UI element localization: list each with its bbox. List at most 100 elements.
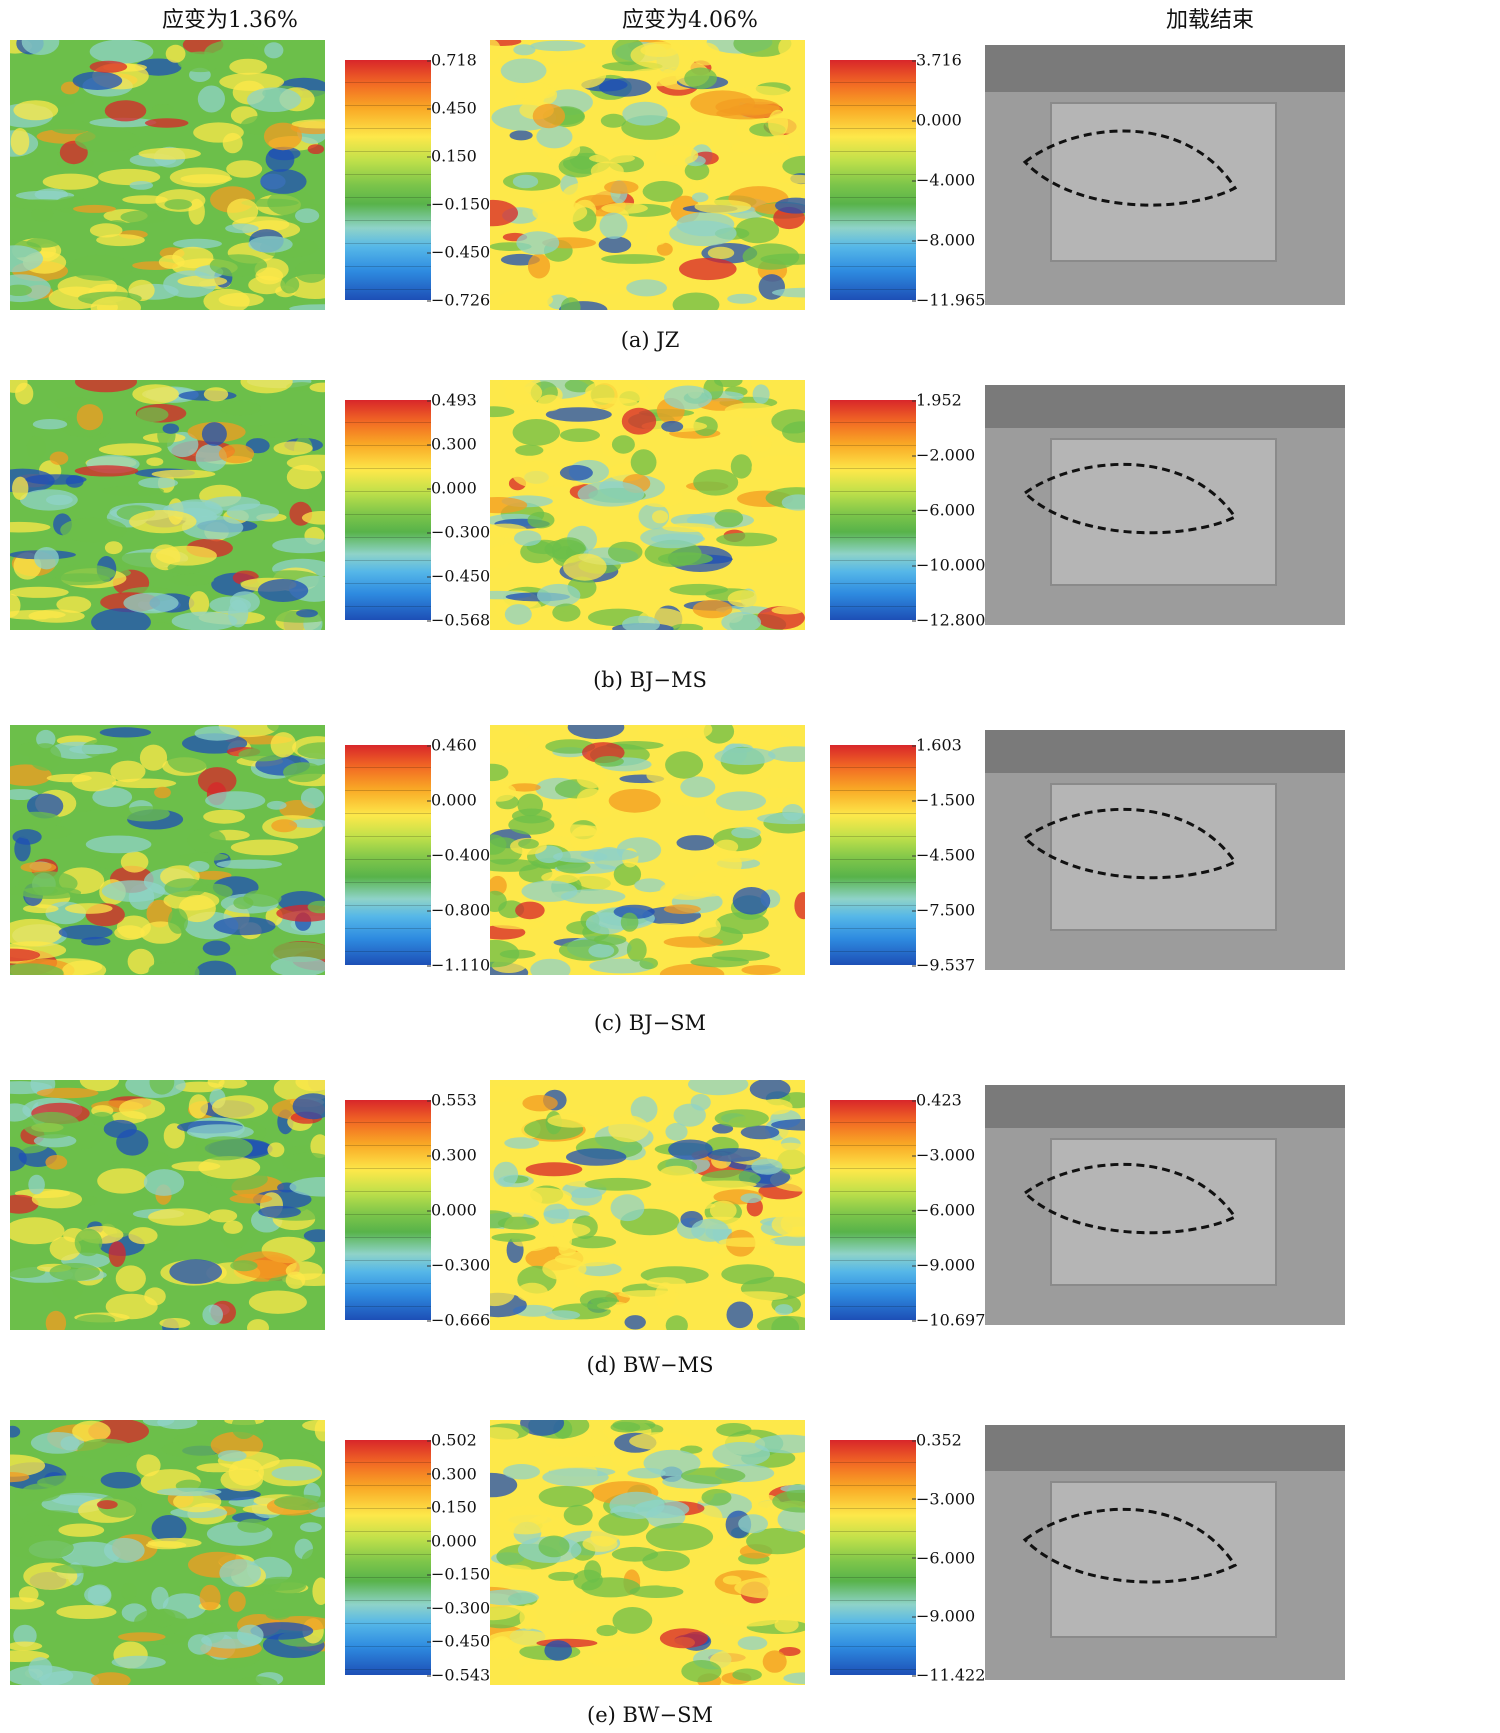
colorbar-tick-label: −9.000 [911, 1606, 976, 1626]
colorbar-1-36: 0.553 0.300 0.000 −0.300 −0.666 [345, 1091, 495, 1330]
specimen-photo [985, 1085, 1345, 1325]
colorbar-tick-label: −0.450 [426, 1631, 491, 1651]
specimen-body [1049, 1481, 1277, 1639]
colorbar-tick-label: −0.300 [426, 522, 491, 542]
strain-map-4-06 [490, 380, 805, 630]
colorbar-gradient [830, 745, 916, 965]
colorbar-tick-label: −0.726 [426, 290, 491, 310]
colorbar-tick-label: −0.150 [426, 1564, 491, 1584]
damage-outline [1022, 129, 1238, 207]
colorbar-tick-label: 0.502 [427, 1430, 477, 1450]
colorbar-tick-label: −0.450 [426, 566, 491, 586]
colorbar-tick-label: −9.537 [911, 955, 976, 975]
colorbar-tick-label: −0.300 [426, 1255, 491, 1275]
colorbar-gradient [345, 1440, 431, 1675]
colorbar-tick-label: −6.000 [911, 1200, 976, 1220]
colorbar-tick-label: 0.300 [427, 1464, 477, 1484]
row-caption: (d) BW−MS [586, 1353, 714, 1377]
colorbar-tick-label: −1.110 [426, 955, 491, 975]
colorbar-tick-label: −8.000 [911, 230, 976, 250]
colorbar-tick-label: 0.352 [912, 1430, 962, 1450]
loading-plate [985, 730, 1345, 774]
colorbar-tick-label: −0.568 [426, 610, 491, 630]
specimen-body [1049, 1137, 1277, 1286]
colorbar-gradient [830, 1440, 916, 1675]
strain-map-1-36 [10, 725, 325, 975]
colorbar-1-36: 0.718 0.450 0.150 −0.150 −0.450 −0.726 [345, 51, 495, 310]
colorbar-tick-label: 0.150 [427, 146, 477, 166]
colorbar-4-06: 3.716 0.000 −4.000 −8.000 −11.965 [830, 51, 985, 310]
colorbar-tick-label: −0.150 [426, 194, 491, 214]
colorbar-tick-label: −0.300 [426, 1598, 491, 1618]
colorbar-tick-label: 0.150 [427, 1497, 477, 1517]
strain-map-1-36 [10, 1420, 325, 1685]
colorbar-gradient [345, 400, 431, 620]
colorbar-gradient [830, 60, 916, 300]
colorbar-tick-label: 0.460 [427, 735, 477, 755]
colorbar-tick-label: 0.300 [427, 434, 477, 454]
colorbar-tick-label: −11.965 [911, 290, 986, 310]
colorbar-tick-label: 3.716 [912, 50, 962, 70]
damage-outline [1022, 462, 1238, 535]
colorbar-4-06: 0.352 −3.000 −6.000 −9.000 −11.422 [830, 1431, 985, 1685]
specimen-body [1049, 437, 1277, 586]
colorbar-tick-label: −0.450 [426, 242, 491, 262]
loading-plate [985, 45, 1345, 92]
colorbar-gradient [345, 60, 431, 300]
colorbar-tick-label: 0.450 [427, 98, 477, 118]
colorbar-tick-label: −0.666 [426, 1310, 491, 1330]
damage-outline [1022, 1507, 1238, 1584]
strain-map-4-06 [490, 1080, 805, 1330]
specimen-body [1049, 102, 1277, 263]
colorbar-tick-label: 0.300 [427, 1145, 477, 1165]
specimen-photo [985, 45, 1345, 305]
strain-map-4-06 [490, 1420, 805, 1685]
colorbar-gradient [830, 400, 916, 620]
colorbar-tick-label: −4.000 [911, 170, 976, 190]
colorbar-tick-label: −4.500 [911, 845, 976, 865]
loading-plate [985, 1085, 1345, 1129]
column-header-strain-1: 应变为1.36% [162, 8, 298, 33]
colorbar-tick-label: 0.000 [912, 110, 962, 130]
colorbar-tick-label: 0.493 [427, 390, 477, 410]
colorbar-1-36: 0.502 0.300 0.150 0.000 −0.150 −0.300 −0.450 −0… [345, 1431, 495, 1685]
colorbar-1-36: 0.460 0.000 −0.400 −0.800 −1.110 [345, 736, 495, 975]
colorbar-4-06: 1.603 −1.500 −4.500 −7.500 −9.537 [830, 736, 980, 975]
colorbar-tick-label: 0.000 [427, 790, 477, 810]
colorbar-tick-label: −12.800 [911, 610, 986, 630]
colorbar-tick-label: 1.603 [912, 735, 962, 755]
damage-outline [1022, 807, 1238, 880]
strain-map-4-06 [490, 725, 805, 975]
colorbar-tick-label: −6.000 [911, 500, 976, 520]
colorbar-tick-label: −2.000 [911, 445, 976, 465]
colorbar-gradient [830, 1100, 916, 1320]
colorbar-tick-label: −3.000 [911, 1489, 976, 1509]
colorbar-tick-label: 1.952 [912, 390, 962, 410]
damage-outline [1022, 1162, 1238, 1235]
row-caption: (c) BJ−SM [593, 1011, 707, 1035]
colorbar-tick-label: 0.718 [427, 50, 477, 70]
strain-map-1-36 [10, 40, 325, 310]
loading-plate [985, 385, 1345, 429]
colorbar-tick-label: −3.000 [911, 1145, 976, 1165]
colorbar-tick-label: 0.000 [427, 478, 477, 498]
specimen-photo [985, 385, 1345, 625]
colorbar-tick-label: −0.543 [426, 1665, 491, 1685]
colorbar-tick-label: −6.000 [911, 1548, 976, 1567]
column-header-strain-2: 应变为4.06% [622, 8, 758, 33]
colorbar-tick-label: 0.423 [912, 1090, 962, 1110]
strain-map-1-36 [10, 1080, 325, 1330]
colorbar-4-06: 1.952 −2.000 −6.000 −10.000 −12.800 [830, 391, 985, 630]
colorbar-tick-label: −10.000 [911, 555, 986, 575]
colorbar-4-06: 0.423 −3.000 −6.000 −9.000 −10.697 [830, 1091, 985, 1330]
colorbar-gradient [345, 745, 431, 965]
colorbar-tick-label: −7.500 [911, 900, 976, 920]
colorbar-tick-label: 0.000 [427, 1531, 477, 1551]
row-caption: (a) JZ [620, 328, 680, 352]
colorbar-tick-label: 0.553 [427, 1090, 477, 1110]
colorbar-gradient [345, 1100, 431, 1320]
colorbar-tick-label: −10.697 [911, 1310, 986, 1330]
column-header-end-of-loading: 加载结束 [1165, 8, 1254, 33]
colorbar-tick-label: 0.000 [427, 1200, 477, 1220]
colorbar-tick-label: −0.400 [426, 845, 491, 865]
